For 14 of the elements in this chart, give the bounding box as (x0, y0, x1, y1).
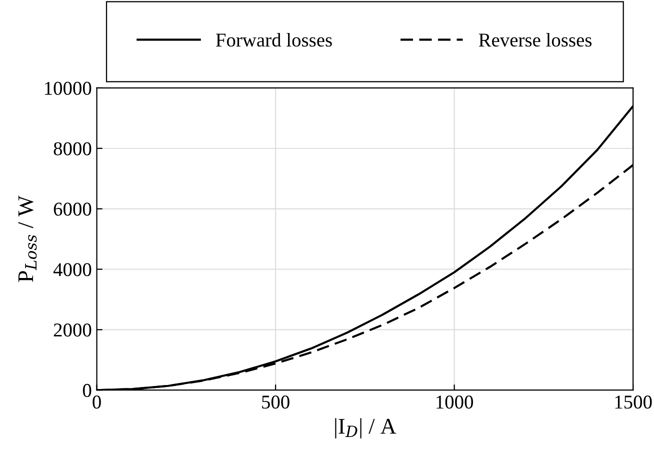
x-tick-label: 1000 (436, 396, 474, 409)
legend-label: Reverse losses (478, 32, 592, 47)
x-tick-label: 0 (92, 396, 101, 409)
y-tick-label: 6000 (54, 202, 92, 216)
x-tick-label: 1500 (615, 396, 652, 409)
y-tick-label: 0 (82, 384, 92, 398)
x-axis-title: |I$_{D}$| / A (335, 418, 396, 438)
y-tick-label: 8000 (54, 142, 92, 156)
y-tick-label: 10000 (45, 82, 92, 95)
y-tick-label: 2000 (54, 323, 92, 337)
legend-label: Forward losses (216, 32, 332, 47)
y-axis-title: P$_{Loss}$ / W (18, 196, 37, 282)
y-tick-label: 4000 (53, 263, 92, 276)
x-tick-label: 500 (262, 396, 290, 409)
